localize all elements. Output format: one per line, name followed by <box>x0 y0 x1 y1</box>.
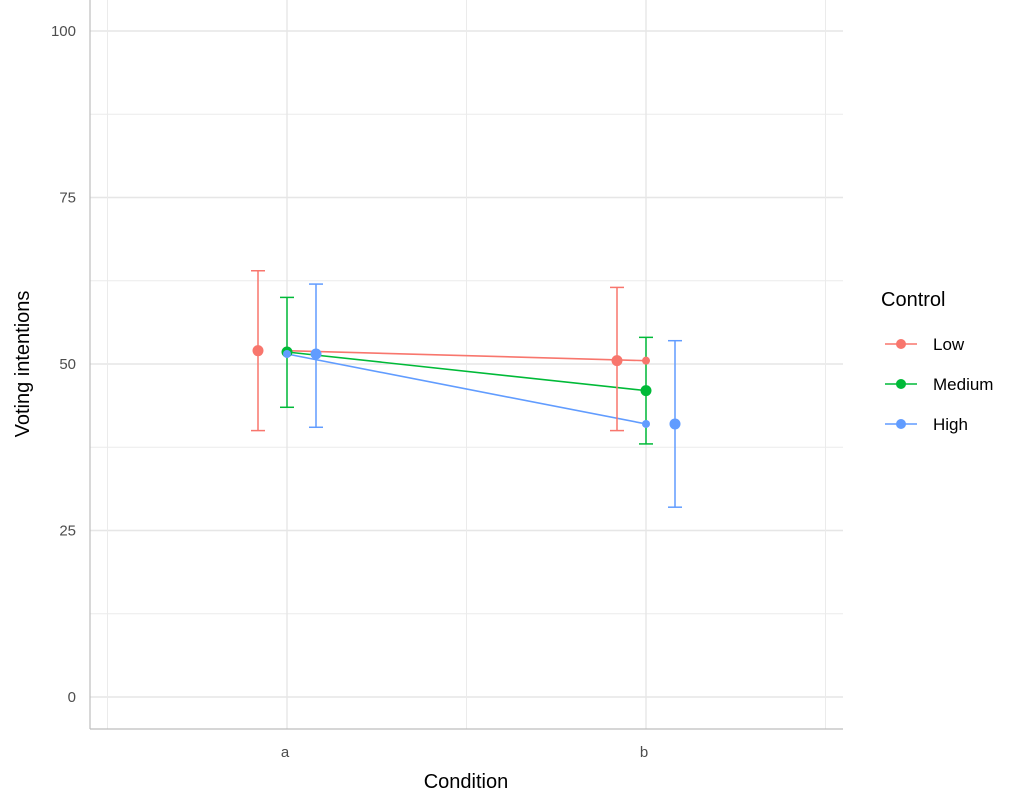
series-line-high <box>286 353 647 425</box>
series-line-medium <box>286 351 647 392</box>
series-lines <box>286 349 647 425</box>
legend-items: Low Medium High <box>885 335 993 434</box>
legend: Control Low Medium High <box>881 289 993 434</box>
legend-label: Low <box>933 335 965 354</box>
line-point-medium <box>642 386 650 395</box>
y-tick-label: 50 <box>59 356 76 373</box>
legend-key-point <box>896 339 906 349</box>
line-point-low <box>642 356 650 365</box>
summary-point-low <box>252 345 264 357</box>
summary-point-low <box>611 355 623 367</box>
y-tick-labels: 0 25 50 75 100 <box>51 23 76 706</box>
x-tick-label: a <box>281 744 290 761</box>
axes <box>89 0 843 730</box>
y-axis-title: Voting intentions <box>12 291 34 438</box>
line-point-high <box>283 350 291 359</box>
legend-item-low: Low <box>885 335 965 354</box>
line-point-high <box>642 419 650 428</box>
summary-point-high <box>669 418 681 430</box>
legend-key-point <box>896 379 906 389</box>
summary-point-high <box>310 348 322 360</box>
y-tick-label: 25 <box>59 523 76 540</box>
legend-label: High <box>933 415 968 434</box>
legend-item-high: High <box>885 415 968 434</box>
y-tick-label: 100 <box>51 23 76 40</box>
legend-label: Medium <box>933 375 993 394</box>
grid <box>90 0 843 729</box>
series-line-low <box>286 349 647 362</box>
legend-key-point <box>896 419 906 429</box>
points <box>252 345 681 430</box>
y-tick-label: 0 <box>68 689 76 706</box>
x-axis-title: Condition <box>424 771 509 793</box>
x-tick-label: b <box>640 744 648 761</box>
legend-item-medium: Medium <box>885 375 993 394</box>
y-tick-label: 75 <box>59 190 76 207</box>
legend-title: Control <box>881 289 945 311</box>
